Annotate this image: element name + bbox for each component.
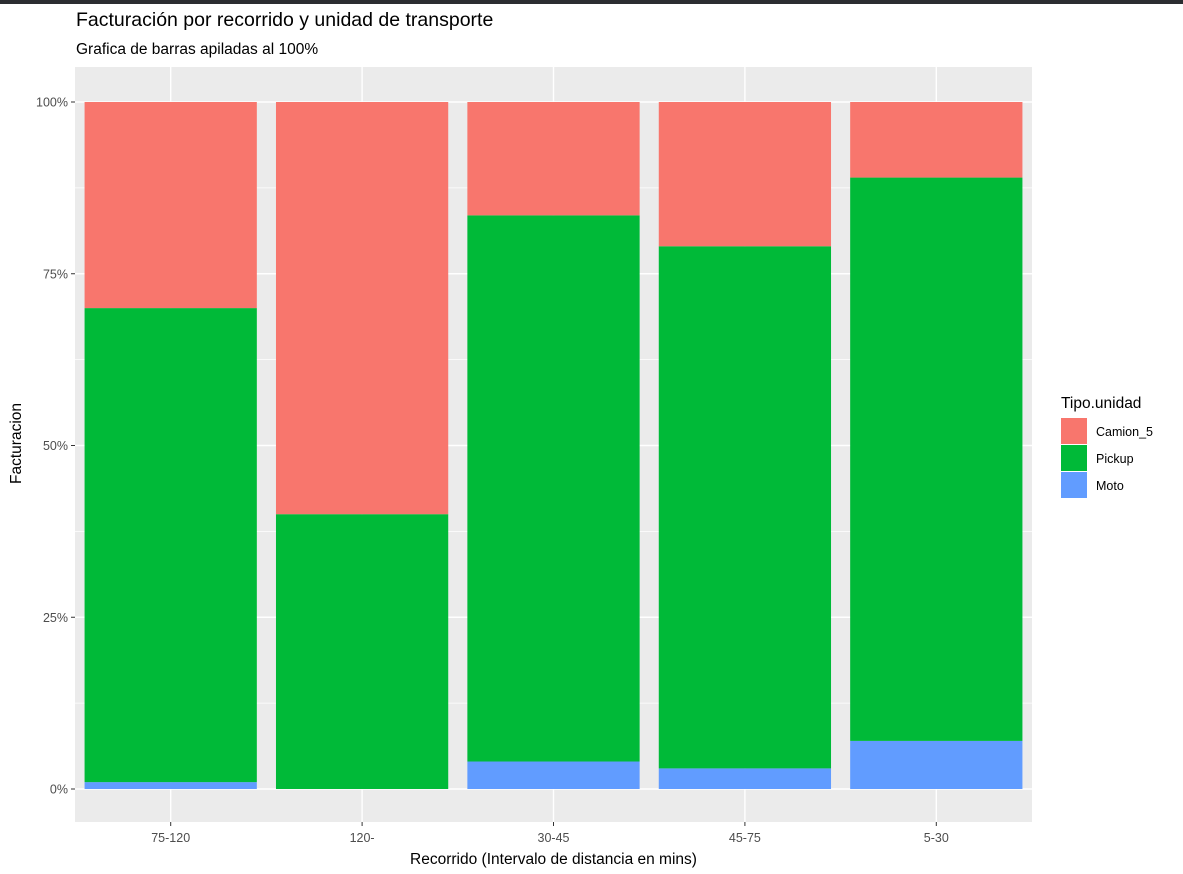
y-tick-label: 25% <box>43 611 68 625</box>
bar-segment-camion-5-30-45 <box>467 102 640 216</box>
legend: Tipo.unidad Camion_5 Pickup Moto <box>1061 395 1153 498</box>
legend-key-moto <box>1061 472 1087 498</box>
chart-subtitle: Grafica de barras apiladas al 100% <box>76 41 319 58</box>
bar-segment-pickup-30-45 <box>467 215 640 762</box>
bar-segment-pickup-120- <box>275 514 449 789</box>
bar-segment-camion-5-45-75 <box>658 102 832 247</box>
bar-segment-camion-5-5-30 <box>850 102 1023 178</box>
y-tick-label: 50% <box>43 439 68 453</box>
bar-segment-camion-5-75-120 <box>84 102 257 309</box>
bar-segment-pickup-45-75 <box>658 246 832 769</box>
bar-segment-moto-30-45 <box>467 761 640 789</box>
bar-segment-moto-45-75 <box>658 768 832 789</box>
legend-label: Camion_5 <box>1096 425 1153 439</box>
window-top-bar <box>0 0 1183 4</box>
legend-title: Tipo.unidad <box>1061 395 1141 412</box>
bars <box>84 102 1023 789</box>
bar-segment-camion-5-120- <box>275 102 449 515</box>
legend-key-camion-5 <box>1061 418 1087 444</box>
x-axis-title: Recorrido (Intervalo de distancia en min… <box>410 851 697 868</box>
x-tick-label: 45-75 <box>729 831 761 845</box>
bar-segment-pickup-75-120 <box>84 308 257 783</box>
chart-title: Facturación por recorrido y unidad de tr… <box>76 9 494 31</box>
x-tick-label: 5-30 <box>924 831 949 845</box>
x-tick-label: 30-45 <box>538 831 570 845</box>
bar-segment-moto-75-120 <box>84 782 257 789</box>
legend-key-pickup <box>1061 445 1087 471</box>
bar-segment-pickup-5-30 <box>850 177 1023 741</box>
y-axis: 0% 25% 50% 75% 100% <box>36 96 75 797</box>
x-axis: 75-120 120- 30-45 45-75 5-30 <box>151 822 949 845</box>
legend-label: Moto <box>1096 479 1124 493</box>
legend-label: Pickup <box>1096 452 1134 466</box>
y-tick-label: 75% <box>43 267 68 281</box>
bar-segment-moto-5-30 <box>850 740 1023 789</box>
y-tick-label: 100% <box>36 96 68 110</box>
y-axis-title: Facturacion <box>8 403 25 484</box>
x-tick-label: 120- <box>350 831 375 845</box>
x-tick-label: 75-120 <box>151 831 190 845</box>
y-tick-label: 0% <box>50 783 68 797</box>
